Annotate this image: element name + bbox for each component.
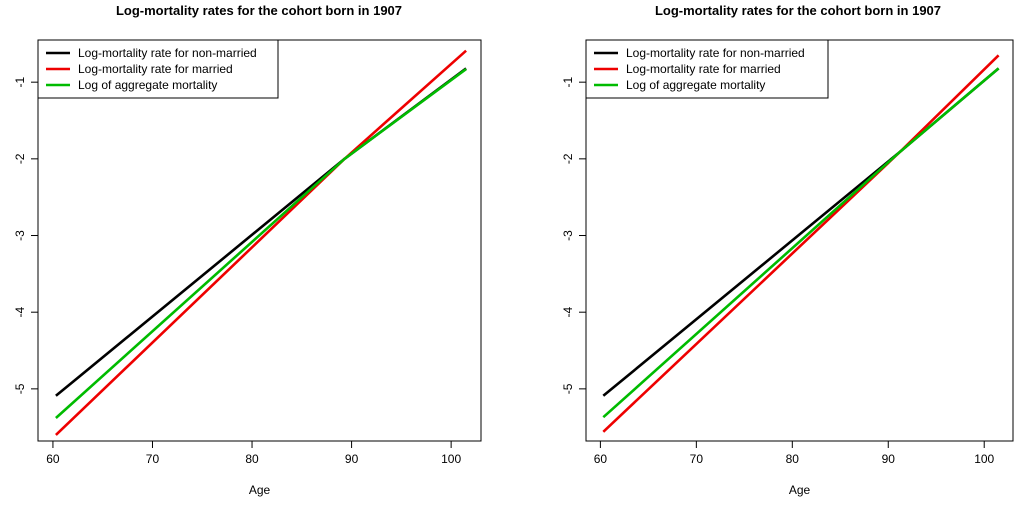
legend-entry: Log of aggregate mortality: [78, 78, 217, 92]
legend: Log-mortality rate for non-married Log-mo…: [37, 39, 279, 99]
legend-entry: Log of aggregate mortality: [626, 78, 765, 92]
x-tick-label: 100: [441, 452, 461, 466]
legend: Log-mortality rate for non-married Log-mo…: [585, 39, 829, 99]
y-tick-label: -2: [561, 153, 575, 164]
x-tick-label: 70: [146, 452, 160, 466]
x-tick-label: 100: [974, 452, 994, 466]
chart-panel-2: Log-mortality rates for the cohort born …: [561, 3, 1014, 497]
legend-box: [37, 39, 279, 99]
y-tick-label: -2: [13, 153, 27, 164]
series-line-3: [602, 67, 1000, 419]
x-tick-label: 90: [882, 452, 896, 466]
x-tick-label: 80: [245, 452, 259, 466]
y-tick-label: -4: [561, 307, 575, 318]
x-axis-label: Age: [789, 483, 811, 497]
legend-entry: Log-mortality rate for married: [78, 62, 233, 76]
chart-title: Log-mortality rates for the cohort born …: [655, 3, 941, 18]
y-tick-label: -1: [13, 77, 27, 88]
legend-entry: Log-mortality rate for non-married: [626, 46, 805, 60]
chart-panel-1: Log-mortality rates for the cohort born …: [13, 3, 482, 497]
y-tick-label: -1: [561, 77, 575, 88]
x-tick-label: 60: [594, 452, 608, 466]
y-tick-label: -5: [561, 383, 575, 394]
legend-box: [585, 39, 829, 99]
x-tick-label: 60: [46, 452, 60, 466]
x-tick-label: 70: [690, 452, 704, 466]
y-tick-label: -3: [561, 230, 575, 241]
series-line-3: [55, 68, 467, 419]
series-line-1: [55, 67, 467, 397]
y-tick-label: -5: [13, 383, 27, 394]
y-tick-label: -4: [13, 307, 27, 318]
series-line-2: [55, 49, 467, 436]
legend-entry: Log-mortality rate for non-married: [78, 46, 257, 60]
x-tick-label: 90: [345, 452, 359, 466]
chart-title: Log-mortality rates for the cohort born …: [116, 3, 402, 18]
series-line-2: [602, 54, 1000, 433]
y-tick-label: -3: [13, 230, 27, 241]
x-tick-label: 80: [786, 452, 800, 466]
legend-entry: Log-mortality rate for married: [626, 62, 781, 76]
x-axis-label: Age: [249, 483, 271, 497]
